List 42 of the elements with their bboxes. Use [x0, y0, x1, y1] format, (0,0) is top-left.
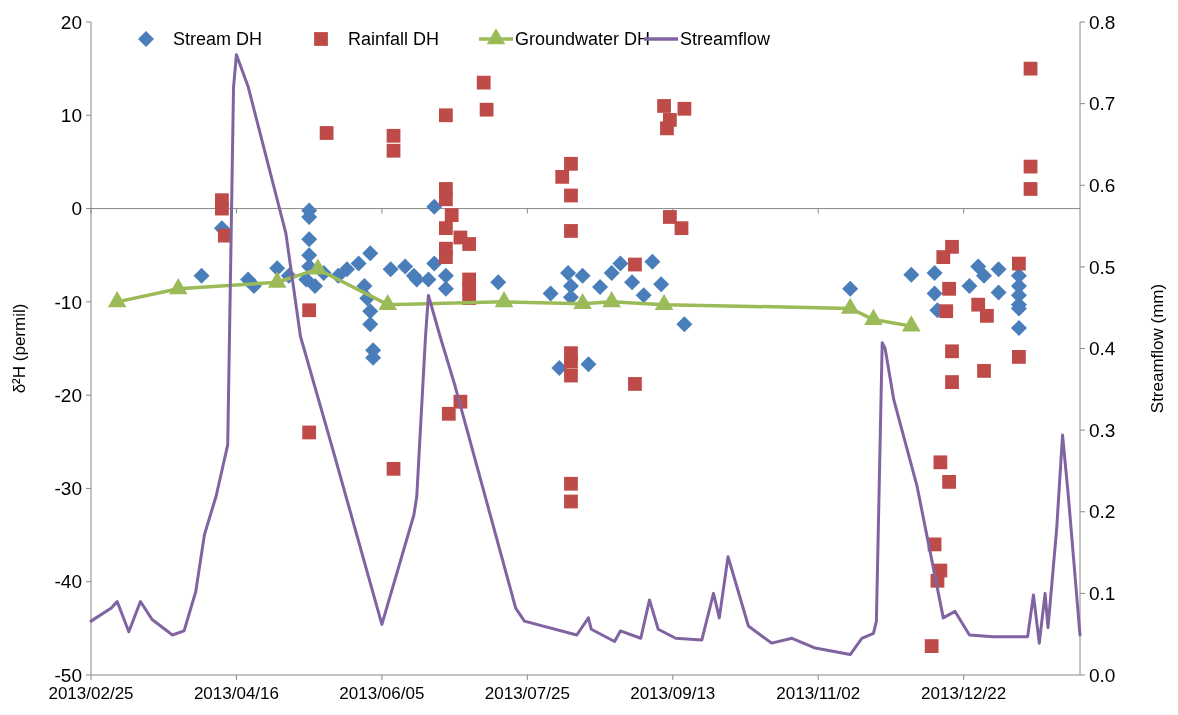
x-tick-label: 2013/09/13 — [630, 684, 716, 703]
point — [840, 297, 860, 314]
y2-tick-label: 0.1 — [1089, 583, 1116, 605]
y2-tick-label: 0.8 — [1089, 11, 1116, 33]
y-tick-label: -40 — [54, 571, 82, 593]
point — [168, 278, 188, 295]
point — [107, 291, 127, 308]
y2-tick-label: 0.6 — [1089, 174, 1116, 196]
point — [602, 291, 621, 308]
y2-tick-label: 0.4 — [1089, 338, 1116, 360]
line-series — [89, 53, 1082, 657]
y-tick-label: 20 — [60, 11, 82, 33]
y2-tick-label: 0.0 — [1089, 664, 1116, 686]
x-tick-label: 2013/11/02 — [776, 684, 861, 703]
legend-label: Stream DH — [173, 29, 263, 50]
y2-tick-label: 0.5 — [1089, 256, 1116, 278]
point — [267, 271, 287, 288]
x-tick-label: 2013/07/25 — [484, 684, 570, 703]
y-tick-label: -20 — [54, 384, 82, 406]
x-tick-label: 2013/12/22 — [921, 684, 1007, 703]
y2-axis-title: Streamflow (mm) — [1148, 283, 1167, 414]
y2-tick-label: 0.7 — [1089, 93, 1116, 115]
legend-label: Streamflow — [680, 29, 772, 50]
x-tick-label: 2013/04/16 — [193, 684, 279, 703]
y-tick-label: -30 — [54, 478, 82, 500]
y2-tick-label: 0.3 — [1089, 419, 1116, 441]
point — [378, 293, 398, 311]
y2-tick-label: 0.2 — [1089, 501, 1116, 523]
point — [654, 293, 674, 311]
x-tick-label: 2013/02/25 — [48, 684, 134, 703]
point — [494, 291, 514, 308]
y-tick-label: 0 — [71, 198, 82, 220]
y-tick-label: -10 — [54, 291, 82, 313]
point — [308, 258, 328, 275]
y-tick-label: 10 — [60, 104, 82, 126]
y-axis-title: δ²H (permil) — [10, 303, 29, 394]
y-tick-label: -50 — [54, 664, 82, 686]
point — [864, 308, 883, 325]
point — [573, 292, 592, 310]
point — [901, 315, 921, 332]
legend-label: Rainfall DH — [348, 29, 440, 50]
x-tick-label: 2013/06/05 — [339, 684, 425, 703]
